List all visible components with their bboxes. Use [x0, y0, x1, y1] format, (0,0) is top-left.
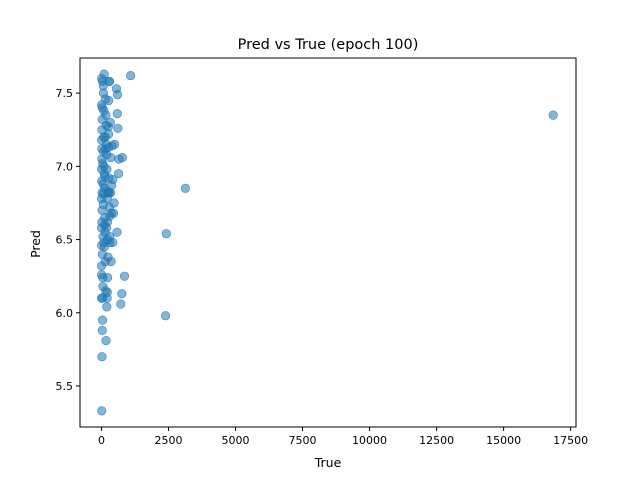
data-point	[548, 110, 558, 120]
data-point	[111, 84, 122, 94]
data-point	[113, 123, 123, 133]
y-axis-label: Pred	[28, 230, 43, 258]
data-point	[116, 299, 126, 309]
data-point	[104, 95, 114, 106]
data-point	[97, 352, 107, 362]
data-point	[105, 188, 116, 198]
data-point	[98, 199, 108, 210]
data-point	[108, 174, 118, 185]
data-point	[103, 129, 114, 139]
y-tick-label: 7.5	[56, 87, 74, 100]
x-tick-label: 2500	[154, 434, 182, 447]
data-point	[101, 223, 112, 233]
data-point	[106, 152, 116, 163]
data-point	[105, 232, 115, 242]
data-point	[101, 336, 111, 346]
data-point	[114, 154, 124, 164]
x-tick-label: 15000	[486, 434, 521, 447]
data-point	[96, 293, 107, 303]
x-tick-label: 7500	[289, 434, 317, 447]
plot-area-frame	[79, 57, 577, 428]
x-tick-label: 12500	[419, 434, 454, 447]
data-points	[96, 69, 558, 416]
data-point	[97, 73, 107, 84]
data-point	[160, 311, 171, 321]
x-tick-label: 17500	[553, 434, 588, 447]
data-point	[98, 158, 108, 169]
y-tick-label: 6.0	[56, 307, 74, 320]
data-point	[99, 237, 109, 248]
data-point	[96, 100, 107, 110]
data-point	[126, 70, 136, 81]
data-point	[161, 229, 171, 239]
x-tick-label: 10000	[352, 434, 387, 447]
data-point	[96, 135, 107, 145]
data-point	[97, 325, 107, 335]
axis-ticks: 0 2500 5000 7500 10000 12500 15000 17500 5.5 6.0 6…	[56, 87, 589, 447]
data-point	[96, 270, 107, 280]
data-point	[112, 227, 122, 237]
data-point	[97, 406, 107, 416]
data-point	[98, 88, 109, 98]
data-point	[117, 289, 127, 299]
data-point	[100, 286, 111, 296]
data-point	[114, 169, 124, 179]
y-tick-label: 5.5	[56, 380, 74, 393]
data-point	[97, 114, 107, 125]
data-point	[106, 208, 116, 218]
data-point	[96, 261, 107, 271]
y-tick-label: 6.5	[56, 234, 74, 247]
data-point	[180, 183, 190, 193]
x-tick-label: 5000	[222, 434, 250, 447]
y-tick-label: 7.0	[56, 160, 74, 173]
data-point	[107, 141, 117, 151]
data-point	[112, 109, 122, 119]
x-axis-label: True	[314, 455, 342, 470]
data-point	[103, 252, 113, 262]
x-tick-label: 0	[98, 434, 105, 447]
chart-title: Pred vs True (epoch 100)	[238, 37, 419, 53]
data-point	[97, 315, 108, 325]
data-point	[100, 172, 110, 182]
data-point	[102, 302, 112, 312]
data-point	[119, 271, 130, 281]
